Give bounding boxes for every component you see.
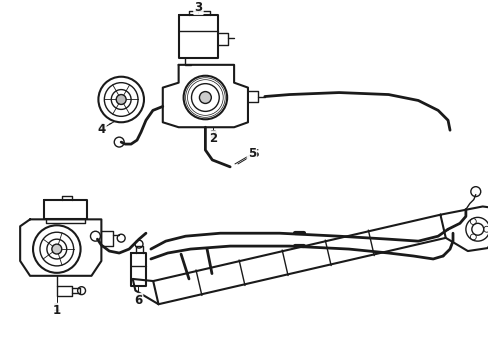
Text: 3: 3 xyxy=(195,3,202,12)
Text: 2: 2 xyxy=(209,130,217,140)
Text: 4: 4 xyxy=(98,123,105,133)
Text: 5: 5 xyxy=(251,149,259,159)
Circle shape xyxy=(52,244,62,254)
Text: 4: 4 xyxy=(97,123,105,136)
Circle shape xyxy=(199,91,211,103)
Text: 1: 1 xyxy=(53,304,61,317)
Text: 5: 5 xyxy=(248,148,256,161)
Text: 2: 2 xyxy=(209,132,218,145)
Circle shape xyxy=(116,95,126,104)
Text: 3: 3 xyxy=(195,1,202,14)
Text: 6: 6 xyxy=(134,294,142,307)
Text: 6: 6 xyxy=(134,294,142,303)
Text: 1: 1 xyxy=(53,303,61,314)
